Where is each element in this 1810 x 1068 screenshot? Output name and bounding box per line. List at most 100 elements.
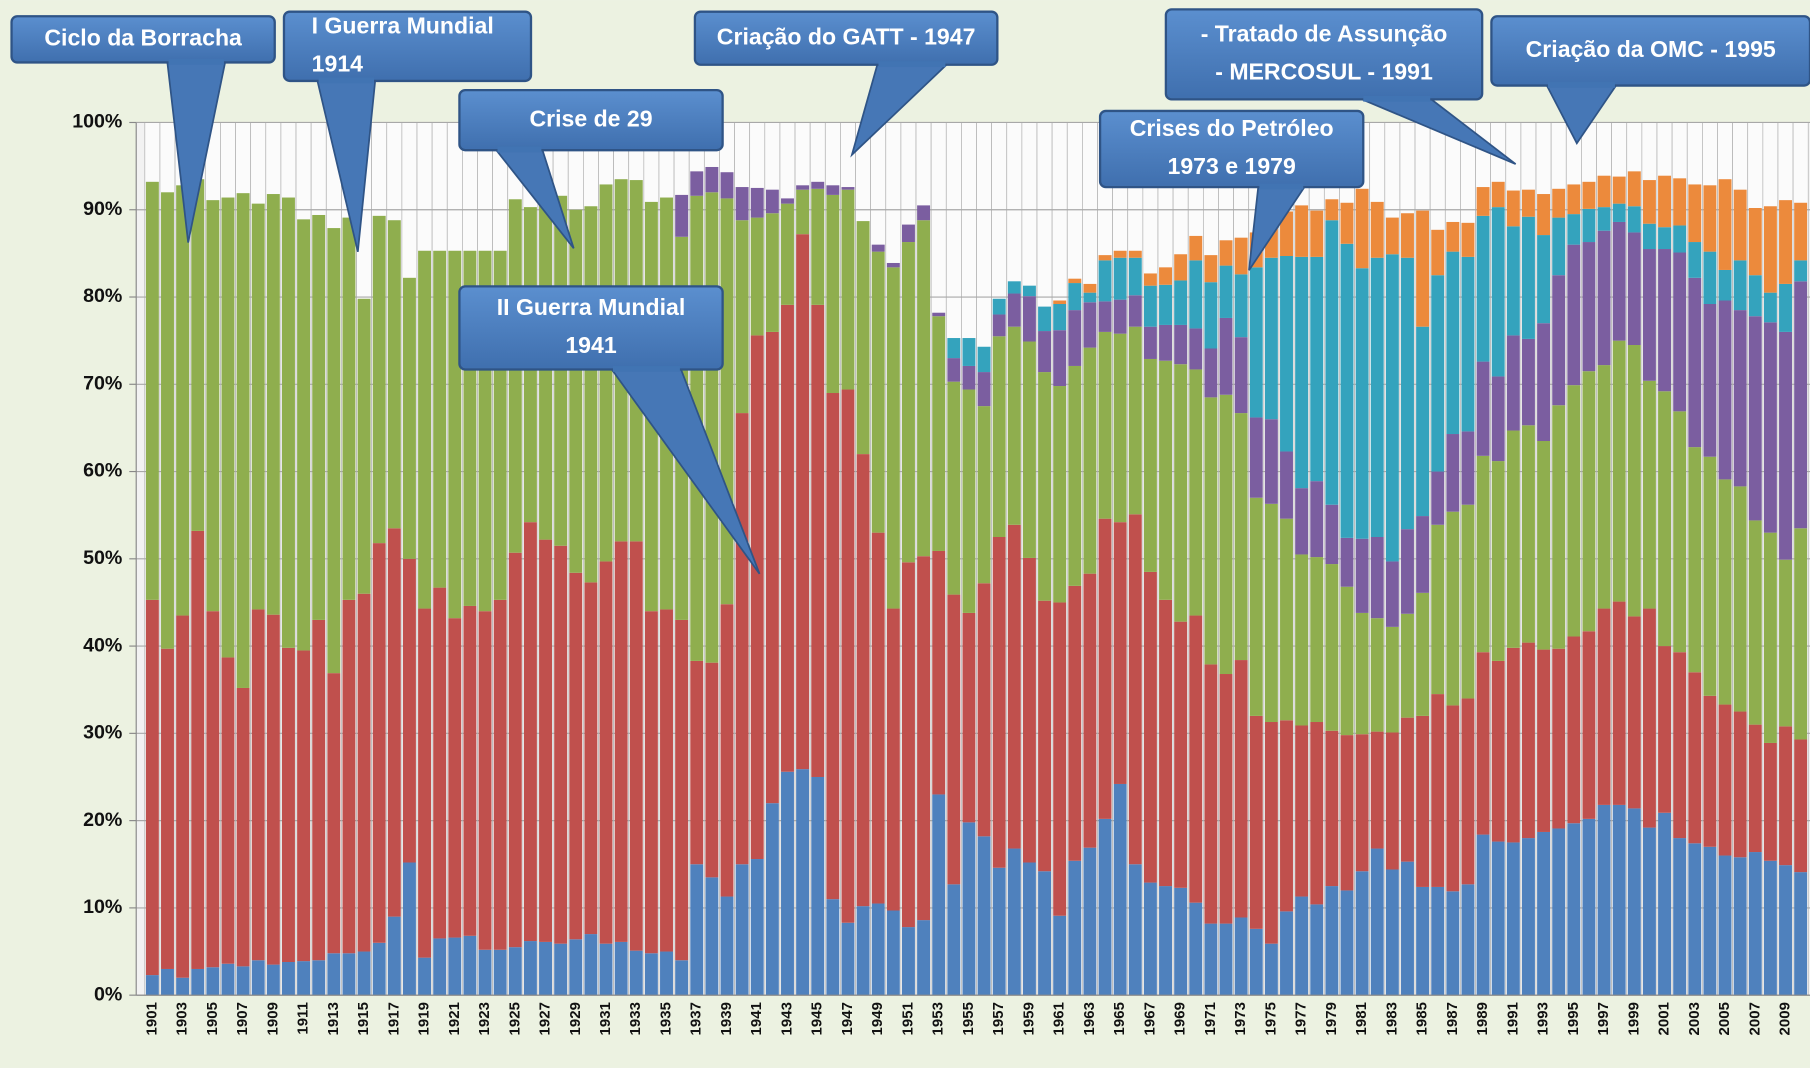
bar-segment [1385,869,1399,996]
bar-segment [372,215,386,544]
y-tick-label: 0% [94,983,122,1005]
bar-segment [145,975,159,996]
x-tick-label: 1981 [1353,1002,1370,1035]
bar-segment [1567,823,1581,996]
bar-segment [811,776,825,996]
x-tick-label: 1917 [385,1002,402,1035]
bar-segment [1567,385,1581,637]
bar-segment [1098,255,1112,261]
y-tick-label: 80% [83,285,122,307]
callout-text: 1973 e 1979 [1168,153,1296,179]
bar-segment [765,213,779,332]
bar-segment [1401,717,1414,862]
bar-segment [977,836,991,996]
bar-segment [1401,861,1414,996]
bar-segment [1113,257,1127,300]
bar-segment [599,943,613,996]
bar-segment [977,346,991,373]
bar-segment [1401,613,1414,718]
x-tick-label: 1955 [960,1002,977,1035]
bar-segment [1461,698,1475,885]
x-tick-label: 1979 [1323,1002,1340,1035]
bar-segment [1688,184,1702,243]
x-tick-label: 1921 [446,1002,463,1035]
callout-box [1490,15,1810,87]
bar-segment [569,939,583,996]
bar-segment [1506,335,1520,431]
bar-segment [750,859,764,996]
bar-segment [387,916,401,996]
bar-segment [1325,730,1339,887]
bar-segment [962,612,976,823]
bar-segment [1340,202,1354,244]
bar-segment [1325,504,1339,565]
bar-segment [448,618,462,938]
bar-segment [1673,225,1687,253]
bar-segment [1401,257,1414,530]
bar-segment [720,896,734,996]
bar-segment [1506,226,1520,336]
bar-segment [932,550,946,795]
bar-segment [1582,242,1596,372]
bar-segment [811,304,825,777]
bar-segment [508,199,522,553]
callout-text: - MERCOSUL - 1991 [1215,59,1433,85]
bar-segment [705,662,719,878]
bar-segment [1325,220,1339,505]
bar-segment [1385,254,1399,562]
bar-segment [1022,296,1036,342]
bar-segment [1083,847,1097,996]
bar-segment [811,181,825,189]
callout: - Tratado de Assunção - MERCOSUL - 1991 [1164,8,1517,165]
bar-segment [1280,255,1293,452]
bar-segment [1718,704,1732,856]
bar-segment [206,611,220,968]
bar-segment [1280,451,1293,519]
callout-joint [1547,82,1615,88]
bar-segment [1325,886,1339,996]
bar-segment [1128,514,1142,865]
bar-segment [1582,818,1596,996]
bar-segment [1521,338,1535,426]
bar-segment [1189,328,1203,370]
bar-segment [1431,886,1445,996]
bar-segment [629,950,643,996]
x-tick-label: 1945 [809,1002,826,1035]
bar-segment [493,949,507,996]
callout-box [458,285,724,371]
bar-segment [493,599,507,950]
bar-segment [1763,292,1777,323]
bar-segment [1385,561,1399,627]
bar-segment [1143,571,1157,883]
bar-segment [327,228,341,674]
bar-segment [1552,405,1566,649]
bar-segment [1385,217,1399,255]
bar-segment [932,316,946,551]
bar-segment [1779,726,1792,866]
x-tick-label: 1995 [1565,1002,1582,1035]
bar-segment [1748,275,1762,317]
bar-segment [1022,285,1036,297]
bar-segment [448,937,462,996]
bar-segment [569,209,583,573]
bar-segment [1718,300,1732,480]
bar-segment [1597,804,1611,996]
bar-segment [1007,848,1021,996]
bar-segment [539,941,553,996]
bar-segment [1794,528,1808,740]
bar-segment [1431,229,1445,276]
bar-segment [1128,257,1142,296]
x-tick-label: 1901 [143,1002,160,1035]
callout-text: Crise de 29 [529,105,652,131]
callout-text: Criação do GATT - 1947 [717,23,976,49]
bar-segment [1446,705,1460,892]
callout-joint [1363,95,1431,102]
bar-segment [977,372,991,407]
bar-segment [1491,461,1505,661]
bar-segment [1658,227,1672,250]
x-tick-label: 1919 [416,1002,433,1035]
bar-segment [282,647,295,962]
callout: Crise de 29 [458,89,724,249]
bar-segment [297,650,311,962]
bar-segment [1506,430,1520,648]
